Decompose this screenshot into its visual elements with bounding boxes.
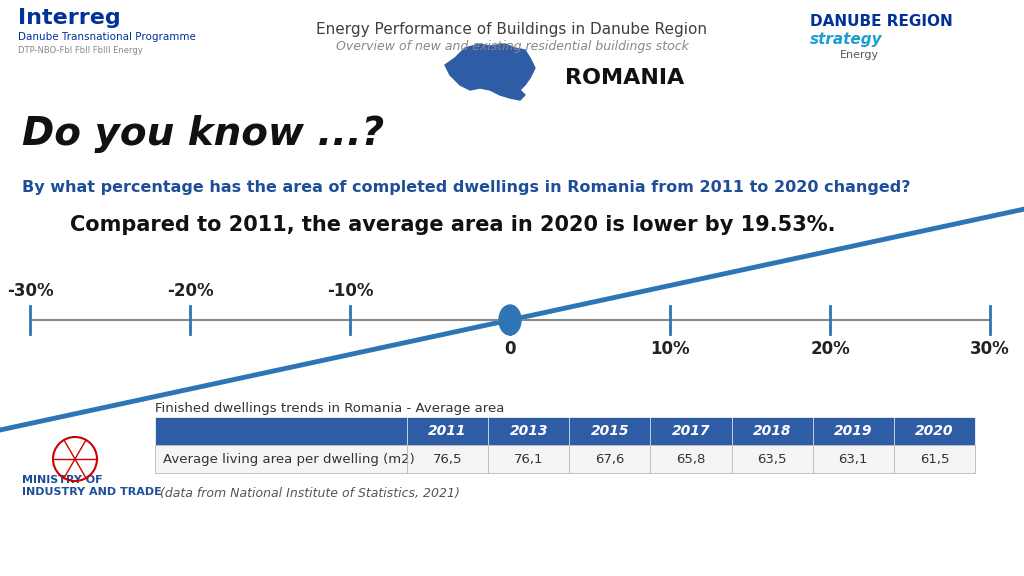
Text: -20%: -20% [167,282,213,300]
Text: Overview of new and existing residential buildings stock: Overview of new and existing residential… [336,40,688,53]
Text: strategy: strategy [810,32,883,47]
Text: 20%: 20% [810,340,850,358]
Text: 63,5: 63,5 [758,453,786,465]
Text: 63,1: 63,1 [839,453,868,465]
Bar [155,445,975,473]
Bar [155,417,975,445]
Text: 2015: 2015 [591,424,629,438]
Polygon shape [445,44,535,100]
Text: Danube Transnational Programme: Danube Transnational Programme [18,32,196,42]
Text: ROMANIA: ROMANIA [565,68,684,88]
Text: 65,8: 65,8 [676,453,706,465]
Text: 2017: 2017 [672,424,711,438]
Text: Finished dwellings trends in Romania - Average area: Finished dwellings trends in Romania - A… [155,402,505,415]
Text: Do you know ...?: Do you know ...? [22,115,384,153]
Text: Average living area per dwelling (m2): Average living area per dwelling (m2) [163,453,415,465]
Text: -10%: -10% [327,282,374,300]
Text: Energy: Energy [840,50,880,60]
Text: 2020: 2020 [915,424,953,438]
Text: MINISTRY OF: MINISTRY OF [22,475,102,485]
Text: Interreg: Interreg [18,8,121,28]
Text: 76,5: 76,5 [433,453,462,465]
Text: 61,5: 61,5 [920,453,949,465]
Text: (data from National Institute of Statistics, 2021): (data from National Institute of Statist… [160,487,460,500]
Text: 2011: 2011 [428,424,467,438]
Text: DANUBE REGION: DANUBE REGION [810,14,952,29]
Text: 30%: 30% [970,340,1010,358]
Text: 76,1: 76,1 [514,453,544,465]
Text: 2013: 2013 [510,424,548,438]
Text: By what percentage has the area of completed dwellings in Romania from 2011 to 2: By what percentage has the area of compl… [22,180,910,195]
Text: 2018: 2018 [753,424,792,438]
Text: -30%: -30% [7,282,53,300]
Text: INDUSTRY AND TRADE: INDUSTRY AND TRADE [22,487,162,497]
Text: DTP-NBO-FbI FbII FbIII Energy: DTP-NBO-FbI FbII FbIII Energy [18,46,142,55]
Text: 67,6: 67,6 [595,453,625,465]
Ellipse shape [499,305,521,335]
Text: Compared to 2011, the average area in 2020 is lower by 19.53%.: Compared to 2011, the average area in 20… [70,215,836,235]
Text: 10%: 10% [650,340,690,358]
Text: 0: 0 [504,340,516,358]
Text: 2019: 2019 [834,424,872,438]
Text: Energy Performance of Buildings in Danube Region: Energy Performance of Buildings in Danub… [316,22,708,37]
